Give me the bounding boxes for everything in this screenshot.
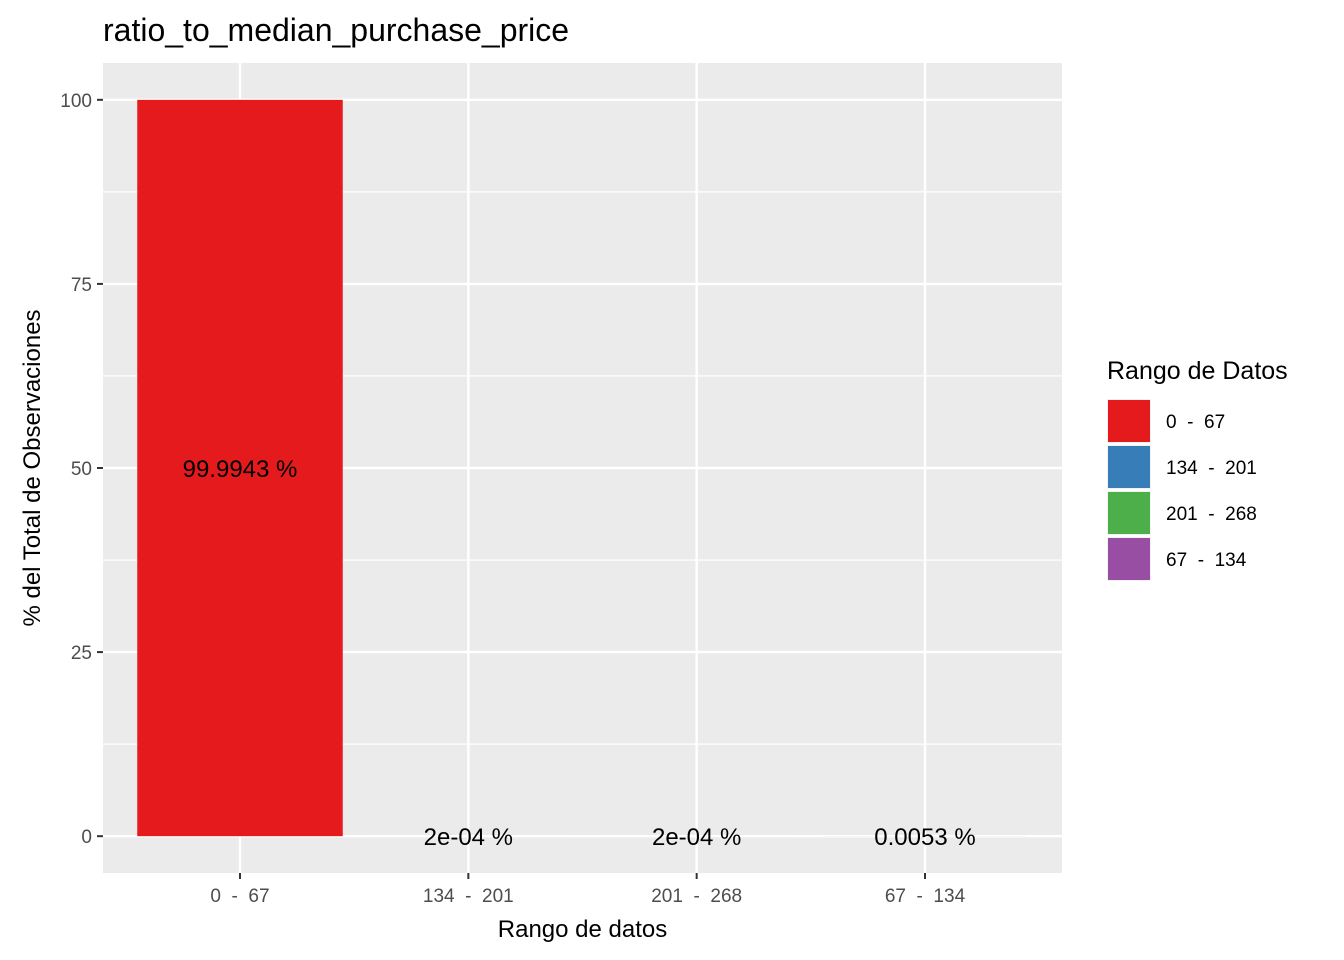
legend-swatch [1108, 400, 1150, 442]
x-tick-label: 134 - 201 [423, 886, 514, 907]
bar-value-label: 0.0053 % [874, 824, 975, 851]
legend-swatch [1108, 492, 1150, 534]
legend-title: Rango de Datos [1107, 357, 1288, 385]
y-tick-label: 25 [71, 643, 92, 664]
y-tick-label: 75 [71, 275, 92, 296]
bar-value-label: 2e-04 % [652, 824, 741, 851]
y-tick-label: 100 [60, 91, 92, 112]
bar-value-label: 99.9943 % [183, 456, 298, 483]
bar-value-labels: 99.9943 % 2e-04 % 2e-04 % 0.0053 % [183, 456, 976, 851]
x-tick-label: 67 - 134 [885, 886, 966, 907]
x-axis: 0 - 67 134 - 201 201 - 268 67 - 134 [210, 873, 966, 907]
chart-title: ratio_to_median_purchase_price [103, 12, 569, 48]
x-axis-title: Rango de datos [498, 916, 667, 943]
legend-swatch [1108, 446, 1150, 488]
x-tick-label: 201 - 268 [651, 886, 742, 907]
bars [137, 99, 1028, 837]
bar [137, 99, 343, 837]
y-axis: 0 25 50 75 100 [60, 91, 103, 848]
x-tick-label: 0 - 67 [210, 886, 269, 907]
legend-entry-label: 0 - 67 [1166, 412, 1225, 433]
legend: Rango de Datos 0 - 67 134 - 201 201 - 268 6… [1107, 357, 1288, 581]
legend-entry-label: 67 - 134 [1166, 550, 1247, 571]
legend-entry-label: 201 - 268 [1166, 504, 1257, 525]
bar-value-label: 2e-04 % [424, 824, 513, 851]
y-tick-label: 0 [81, 827, 92, 848]
legend-entry-label: 134 - 201 [1166, 458, 1257, 479]
legend-swatch [1108, 538, 1150, 580]
y-tick-label: 50 [71, 459, 92, 480]
y-axis-title: % del Total de Observaciones [19, 309, 46, 626]
